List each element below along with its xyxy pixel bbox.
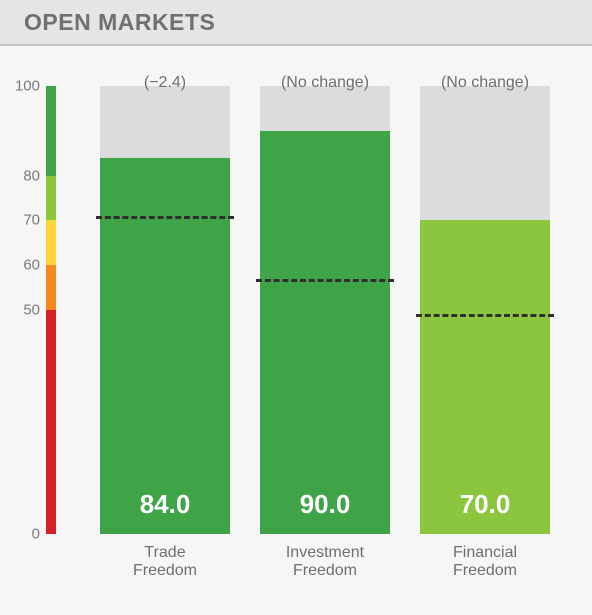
bar-track: 90.0 xyxy=(260,86,390,534)
chart-area: 0 50 60 70 80 100 84.0 90.0 70.0 (−2.4) Trade Fre… xyxy=(0,46,592,615)
plot-region: 05060708010084.090.070.0 xyxy=(0,86,592,534)
bar-value-label: 70.0 xyxy=(420,489,550,520)
bar-change-label: (No change) xyxy=(260,74,390,92)
bar-fill xyxy=(420,220,550,534)
y-tick-label: 60 xyxy=(0,257,40,274)
bar-track: 84.0 xyxy=(100,86,230,534)
legend-band xyxy=(46,86,56,176)
legend-band xyxy=(46,220,56,265)
bar-value-label: 90.0 xyxy=(260,489,390,520)
bar-category-label: Investment Freedom xyxy=(260,544,390,581)
chart-title: OPEN MARKETS xyxy=(24,9,215,36)
bar-fill xyxy=(100,158,230,534)
bar-change-label: (−2.4) xyxy=(100,74,230,92)
bar-category-label: Financial Freedom xyxy=(420,544,550,581)
y-tick-label: 70 xyxy=(0,212,40,229)
legend-band xyxy=(46,310,56,534)
chart-header: OPEN MARKETS xyxy=(0,0,592,46)
bar-benchmark-line xyxy=(256,279,394,282)
bar-fill xyxy=(260,131,390,534)
bar-benchmark-line xyxy=(416,314,554,317)
y-tick-label: 80 xyxy=(0,167,40,184)
legend-band xyxy=(46,265,56,310)
bar-track: 70.0 xyxy=(420,86,550,534)
bar-change-label: (No change) xyxy=(420,74,550,92)
y-tick-label: 100 xyxy=(0,78,40,95)
bar-benchmark-line xyxy=(96,216,234,219)
y-tick-label: 50 xyxy=(0,302,40,319)
bar-category-label: Trade Freedom xyxy=(100,544,230,581)
y-tick-label: 0 xyxy=(0,526,40,543)
legend-band xyxy=(46,176,56,221)
bar-value-label: 84.0 xyxy=(100,489,230,520)
